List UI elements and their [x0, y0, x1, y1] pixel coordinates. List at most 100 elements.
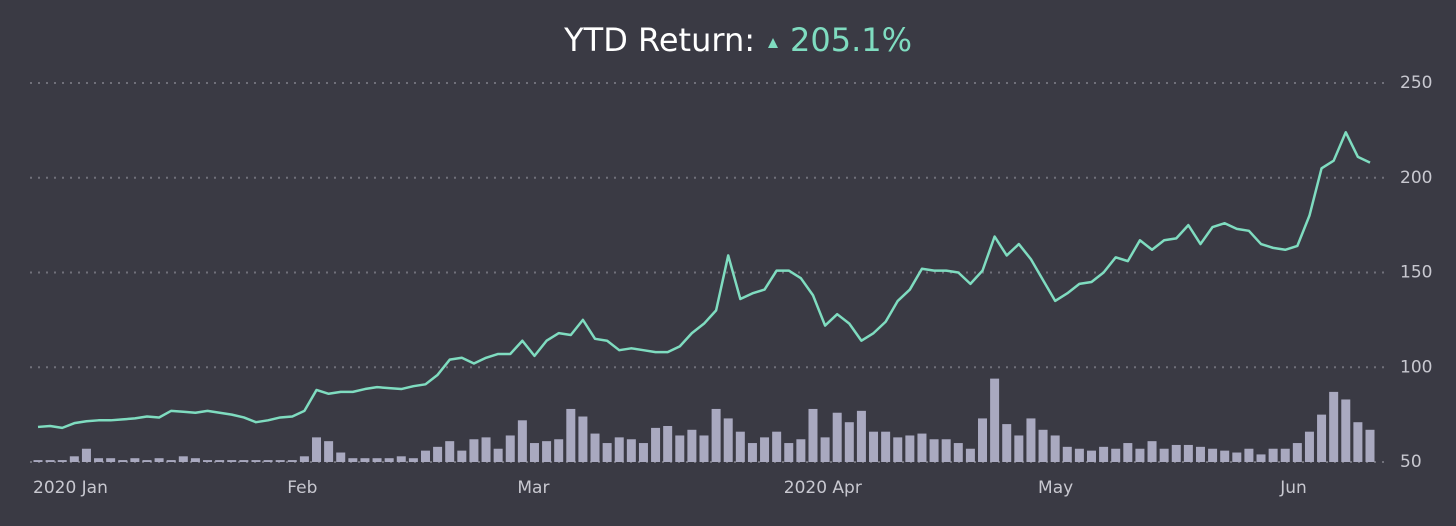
volume-bar	[1123, 443, 1133, 462]
volume-bar	[1038, 429, 1048, 462]
volume-bar	[566, 408, 576, 462]
y-tick-label: 200	[1400, 168, 1432, 188]
volume-bar	[263, 460, 273, 462]
volume-bar	[154, 458, 164, 462]
volume-bar	[638, 443, 648, 462]
volume-bar	[772, 431, 782, 462]
volume-bar	[348, 458, 358, 462]
volume-bar	[856, 410, 866, 462]
x-tick-label: Jun	[1279, 478, 1307, 498]
volume-bar	[1304, 431, 1314, 462]
volume-bar	[1026, 418, 1036, 462]
volume-bar	[1292, 443, 1302, 462]
volume-bar	[1074, 448, 1084, 462]
up-arrow	[768, 38, 778, 48]
volume-bar	[57, 460, 67, 462]
volume-bar	[869, 431, 879, 462]
volume-bar	[360, 458, 370, 462]
volume-bar	[287, 460, 297, 462]
volume-bar	[663, 425, 673, 462]
x-tick-label: May	[1038, 478, 1073, 498]
volume-bar	[760, 437, 770, 462]
volume-bar	[299, 456, 309, 462]
volume-bar	[1002, 424, 1012, 462]
volume-bar	[69, 456, 79, 462]
x-tick-label: Mar	[517, 478, 549, 498]
volume-bar	[312, 437, 322, 462]
volume-bar	[396, 456, 406, 462]
volume-bar	[493, 448, 503, 462]
volume-bar	[433, 446, 443, 462]
price-line	[37, 131, 1371, 430]
volume-bar	[227, 460, 237, 462]
volume-bar	[469, 439, 479, 462]
volume-bar	[554, 439, 564, 462]
y-tick-label: 150	[1400, 263, 1432, 283]
volume-bar	[215, 460, 225, 462]
volume-bar	[324, 441, 334, 462]
volume-bar	[542, 441, 552, 462]
volume-bar	[1135, 448, 1145, 462]
volume-bar	[1244, 448, 1254, 462]
x-tick-label: 2020 Jan	[33, 478, 108, 498]
chart-title: YTD Return:	[563, 21, 755, 59]
y-tick-label: 250	[1400, 73, 1432, 93]
volume-bar	[1353, 422, 1363, 462]
volume-bar	[1256, 454, 1266, 462]
volume-bar	[990, 378, 1000, 462]
volume-bar	[1147, 441, 1157, 462]
volume-bar	[517, 420, 527, 462]
volume-bar	[203, 460, 213, 462]
x-tick-label: Feb	[287, 478, 317, 498]
volume-bar	[590, 433, 600, 462]
volume-bar	[711, 408, 721, 462]
volume-bar	[893, 437, 903, 462]
volume-bar	[130, 458, 140, 462]
volume-bar	[142, 460, 152, 462]
volume-bar	[481, 437, 491, 462]
volume-bar	[687, 429, 697, 462]
volume-bar	[33, 460, 43, 462]
volume-bar	[735, 431, 745, 462]
return-value: 205.1%	[790, 21, 912, 59]
volume-bar	[675, 435, 685, 462]
volume-bar	[1111, 448, 1121, 462]
volume-bar	[941, 439, 951, 462]
volume-bar	[45, 460, 55, 462]
volume-bar	[106, 458, 116, 462]
volume-bar	[1014, 435, 1024, 462]
volume-bar	[953, 443, 963, 462]
volume-bar	[505, 435, 515, 462]
volume-bar	[1099, 446, 1109, 462]
volume-bar	[808, 408, 818, 462]
volume-bar	[978, 418, 988, 462]
volume-bar	[1050, 435, 1060, 462]
volume-bar	[336, 452, 346, 462]
volume-bar	[820, 437, 830, 462]
volume-bar	[929, 439, 939, 462]
volume-bar	[651, 427, 661, 462]
volume-bar	[965, 448, 975, 462]
volume-bar	[251, 460, 261, 462]
y-tick-label: 50	[1400, 452, 1422, 472]
x-tick-label: 2020 Apr	[784, 478, 862, 498]
volume-bar	[94, 458, 104, 462]
volume-bar	[1183, 444, 1193, 462]
volume-bar	[881, 431, 891, 462]
volume-bar	[917, 433, 927, 462]
volume-bar	[166, 460, 176, 462]
volume-bar	[239, 460, 249, 462]
volume-bar	[178, 456, 188, 462]
volume-bar	[1232, 452, 1242, 462]
volume-bar	[275, 460, 285, 462]
volume-bar	[420, 450, 430, 462]
volume-bar	[1195, 446, 1205, 462]
volume-bar	[723, 418, 733, 462]
volume-bar	[1268, 448, 1278, 462]
volume-bar	[614, 437, 624, 462]
volume-bar	[905, 435, 915, 462]
volume-bar	[1159, 448, 1169, 462]
volume-bar	[1280, 448, 1290, 462]
volume-bar	[784, 443, 794, 462]
volume-bar	[1208, 448, 1218, 462]
